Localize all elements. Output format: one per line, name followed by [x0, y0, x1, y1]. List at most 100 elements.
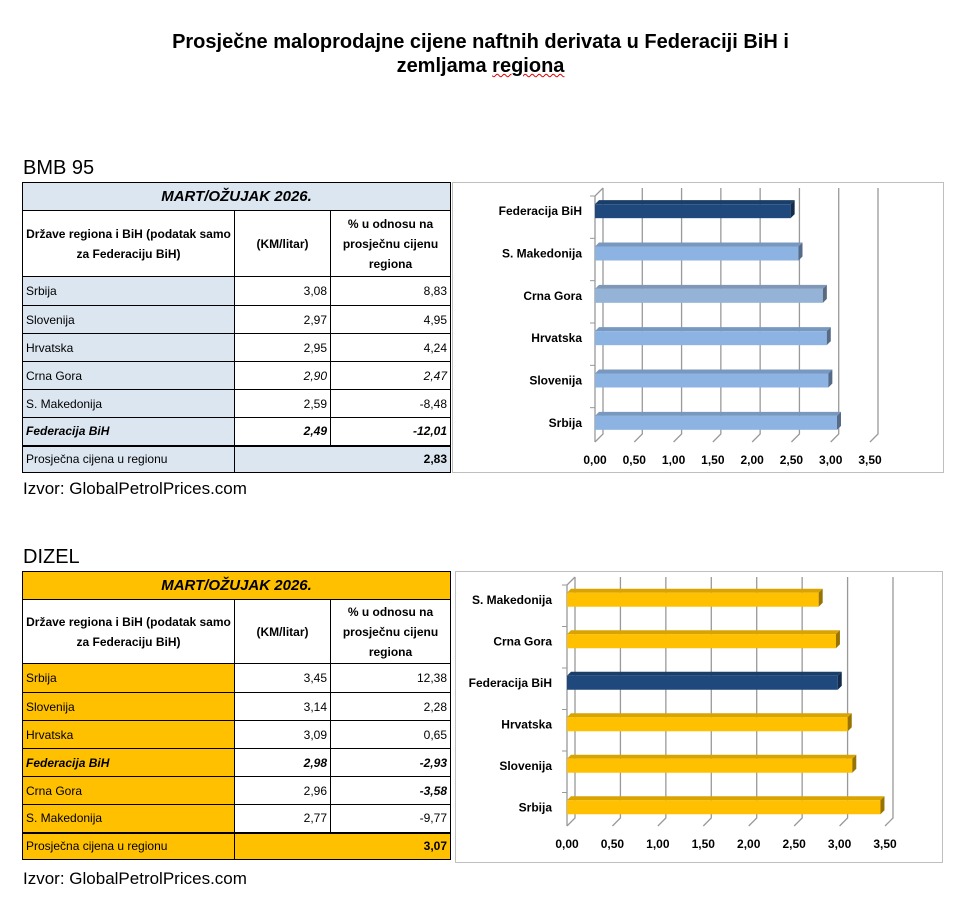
bar-side [828, 369, 833, 388]
table-row: Srbija 3,08 8,83 [22, 276, 451, 306]
average-row: Prosječna cijena u regionu 3,07 [22, 831, 451, 860]
section-label-bmb95: BMB 95 [23, 157, 95, 179]
table-row: Slovenija 2,97 4,95 [22, 305, 451, 334]
table-period: MART/OŽUJAK 2026. [22, 182, 451, 211]
gridline [657, 577, 667, 827]
bar-side [835, 630, 840, 649]
col-header-country: Države regiona i BiH (podatak samo za Fe… [22, 210, 235, 277]
gridline [839, 577, 849, 827]
cell-country: Slovenija [22, 305, 235, 334]
category-label: Slovenija [499, 759, 552, 773]
col-header-pct: % u odnosu na prosječnu cijenu regiona [330, 599, 451, 664]
category-label: Srbija [519, 800, 553, 814]
x-tick-label: 1,00 [662, 453, 686, 467]
bar [567, 758, 853, 773]
gridline [751, 188, 761, 443]
cell-country: Federacija BiH [22, 417, 235, 446]
col-header-price: (KM/litar) [234, 210, 331, 277]
x-tick-label: 3,50 [873, 837, 897, 851]
bar [567, 675, 838, 690]
average-value: 3,07 [234, 831, 451, 860]
average-row: Prosječna cijena u regionu 2,83 [22, 444, 451, 473]
bar-side [818, 588, 823, 607]
category-label: S. Makedonija [502, 247, 582, 261]
dizel-table: MART/OŽUJAK 2026. Države regiona i BiH (… [22, 571, 451, 860]
table-row: Srbija 3,45 12,38 [22, 663, 451, 693]
cell-price: 2,95 [234, 333, 331, 362]
gridline [790, 188, 801, 443]
cell-pct: 4,95 [330, 305, 451, 334]
table-row-highlight: Federacija BiH 2,49 -12,01 [22, 417, 451, 446]
bar-top [567, 713, 852, 718]
bar-top [595, 242, 803, 247]
x-tick-label: 3,00 [819, 453, 843, 467]
cell-country: Hrvatska [22, 720, 235, 749]
x-tick-label: 1,50 [692, 837, 716, 851]
gridline [566, 577, 576, 827]
cell-price: 2,98 [234, 748, 331, 777]
dizel-bar-chart: 0,00 0,50 1,00 1,50 2,00 2,50 3,00 3,50 S. Maked… [455, 571, 943, 863]
cell-price: 2,77 [234, 804, 331, 833]
gridline [633, 188, 643, 443]
col-header-country: Države regiona i BiH (podatak samo za Fe… [22, 599, 235, 664]
x-tick-label: 0,00 [555, 837, 579, 851]
cell-pct: -8,48 [330, 389, 451, 418]
average-value: 2,83 [234, 444, 451, 473]
x-tick-label: 0,00 [583, 453, 607, 467]
x-tick-label: 1,50 [701, 453, 725, 467]
x-tick-label: 3,00 [828, 837, 852, 851]
x-tick-label: 3,50 [858, 453, 882, 467]
cell-country: Hrvatska [22, 333, 235, 362]
cell-pct: -12,01 [330, 417, 451, 446]
title-line-2-underlined: regiona [492, 55, 565, 77]
average-label: Prosječna cijena u regionu [22, 444, 235, 473]
gridline [702, 577, 712, 827]
gridline [830, 188, 840, 443]
category-label: Federacija BiH [499, 204, 582, 218]
table-row: Crna Gora 2,96 -3,58 [22, 776, 451, 805]
bar-top [567, 630, 840, 635]
source-note: Izvor: GlobalPetrolPrices.com [23, 479, 247, 498]
bar-side [837, 671, 842, 690]
cell-country: Federacija BiH [22, 748, 235, 777]
x-tick-label: 1,00 [646, 837, 670, 851]
category-label: Hrvatska [531, 331, 582, 345]
bmb95-bar-chart: 0,00 0,50 1,00 1,50 2,00 2,50 3,00 3,50 Federaci… [452, 182, 944, 473]
x-tick-label: 0,50 [601, 837, 625, 851]
bar-top [595, 327, 831, 332]
cell-price: 3,09 [234, 720, 331, 749]
x-tick-label: 2,00 [740, 453, 764, 467]
cell-pct: 0,65 [330, 720, 451, 749]
cell-pct: -9,77 [330, 804, 451, 833]
bar-top [567, 588, 823, 593]
gridline [611, 577, 622, 827]
bar [595, 204, 791, 219]
cell-pct: -3,58 [330, 776, 451, 805]
title-line-2: zemljama [396, 55, 493, 77]
bar-top [595, 411, 841, 416]
bar-top [567, 671, 842, 676]
cell-price: 3,45 [234, 663, 331, 693]
cell-price: 2,96 [234, 776, 331, 805]
bar [567, 634, 836, 649]
col-header-price: (KM/litar) [234, 599, 331, 664]
bar-top [567, 754, 857, 759]
category-label: S. Makedonija [472, 593, 552, 607]
table-row: Crna Gora 2,90 2,47 [22, 361, 451, 390]
cell-country: S. Makedonija [22, 804, 235, 833]
gridline [673, 188, 683, 443]
gridline [793, 577, 803, 827]
category-label: Crna Gora [493, 634, 552, 648]
cell-country: Srbija [22, 276, 235, 306]
cell-pct: 2,47 [330, 361, 451, 390]
category-label: Hrvatska [501, 717, 552, 731]
table-period: MART/OŽUJAK 2026. [22, 571, 451, 600]
bar-side [790, 200, 795, 219]
col-header-pct: % u odnosu na prosječnu cijenu regiona [330, 210, 451, 277]
title-line-1: Prosječne maloprodajne cijene naftnih de… [172, 31, 789, 53]
cell-price: 2,90 [234, 361, 331, 390]
x-tick-label: 2,50 [780, 453, 804, 467]
bar-top [567, 796, 885, 801]
cell-pct: 2,28 [330, 692, 451, 721]
gridline [869, 188, 879, 443]
